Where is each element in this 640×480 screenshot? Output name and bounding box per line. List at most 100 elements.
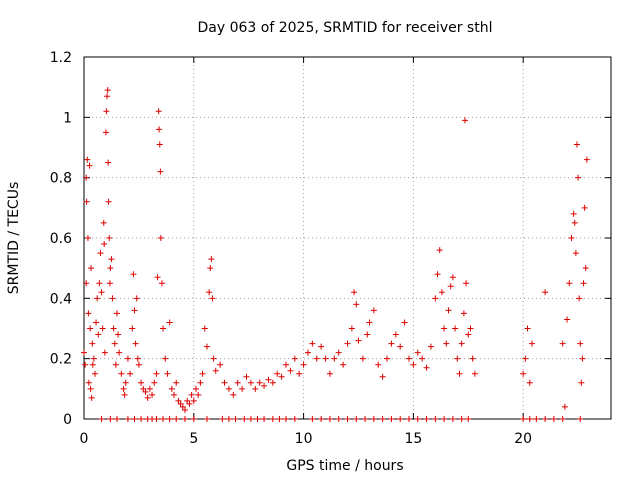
data-point <box>177 400 184 407</box>
data-point <box>116 349 123 356</box>
grid-layer <box>84 57 611 419</box>
data-point <box>182 406 189 413</box>
data-point <box>135 361 142 368</box>
data-point <box>104 87 111 94</box>
data-point <box>522 355 529 362</box>
data-point <box>115 331 122 338</box>
data-point <box>561 403 568 410</box>
data-point <box>112 361 119 368</box>
data-point <box>322 355 329 362</box>
data-point <box>201 325 208 332</box>
data-point <box>83 198 90 205</box>
data-point <box>405 416 412 422</box>
data-point <box>188 391 195 398</box>
data-point <box>132 340 139 347</box>
data-point <box>276 416 283 422</box>
data-point <box>351 289 358 296</box>
data-point <box>379 416 386 422</box>
y-tick-label: 0.8 <box>50 171 72 187</box>
data-point <box>127 370 134 377</box>
data-point <box>348 325 355 332</box>
data-point <box>542 416 549 422</box>
data-point <box>370 416 377 422</box>
y-axis-label: SRMTID / TECUs <box>6 182 22 295</box>
y-tick-label: 1 <box>63 110 72 126</box>
data-point <box>344 416 351 422</box>
x-tick-label: 15 <box>404 431 422 447</box>
data-point <box>355 337 362 344</box>
data-point <box>131 307 138 314</box>
data-point <box>241 416 248 422</box>
data-point <box>573 141 580 148</box>
data-point <box>210 355 217 362</box>
data-point <box>158 280 165 287</box>
data-point <box>570 210 577 217</box>
data-point <box>131 416 138 422</box>
data-point <box>83 280 90 287</box>
data-point <box>577 340 584 347</box>
data-point <box>410 361 417 368</box>
data-point <box>102 129 109 136</box>
data-point <box>291 416 298 422</box>
data-point <box>219 416 226 422</box>
data-point <box>192 385 199 392</box>
data-point <box>463 280 470 287</box>
data-point <box>124 355 131 362</box>
data-point <box>168 385 175 392</box>
data-point <box>256 379 263 386</box>
data-point <box>101 241 108 248</box>
data-point <box>247 379 254 386</box>
data-point <box>175 397 182 404</box>
data-point <box>104 93 111 100</box>
x-tick-label: 10 <box>295 431 313 447</box>
data-point <box>326 416 333 422</box>
data-point <box>291 355 298 362</box>
data-point <box>344 340 351 347</box>
data-point <box>296 370 303 377</box>
data-point <box>520 370 527 377</box>
data-point <box>138 416 145 422</box>
data-point <box>109 295 116 302</box>
data-point <box>582 265 589 272</box>
data-point <box>304 349 311 356</box>
data-point <box>427 343 434 350</box>
data-point <box>101 349 108 356</box>
data-point <box>99 325 106 332</box>
data-point <box>559 340 566 347</box>
data-point <box>443 340 450 347</box>
data-point <box>313 355 320 362</box>
data-point <box>438 289 445 296</box>
data-point <box>432 416 439 422</box>
data-point <box>113 310 120 317</box>
data-point <box>366 319 373 326</box>
data-point <box>283 361 290 368</box>
data-point <box>207 265 214 272</box>
data-point <box>149 391 156 398</box>
data-point <box>105 159 112 166</box>
data-point <box>309 340 316 347</box>
data-point <box>467 325 474 332</box>
data-point <box>195 391 202 398</box>
data-point <box>254 416 261 422</box>
points-layer <box>81 87 590 422</box>
data-point <box>572 250 579 257</box>
data-point <box>269 416 276 422</box>
data-point <box>97 250 104 257</box>
data-point <box>153 370 160 377</box>
data-point <box>190 416 197 422</box>
data-point <box>528 340 535 347</box>
data-point <box>364 331 371 338</box>
data-point <box>456 370 463 377</box>
data-point <box>186 400 193 407</box>
x-tick-label: 0 <box>80 431 89 447</box>
data-point <box>243 373 250 380</box>
data-point <box>564 316 571 323</box>
data-point <box>142 388 149 395</box>
data-point <box>458 340 465 347</box>
data-point <box>91 370 98 377</box>
data-point <box>452 325 459 332</box>
data-point <box>449 274 456 281</box>
data-point <box>397 343 404 350</box>
data-point <box>454 355 461 362</box>
data-point <box>269 379 276 386</box>
